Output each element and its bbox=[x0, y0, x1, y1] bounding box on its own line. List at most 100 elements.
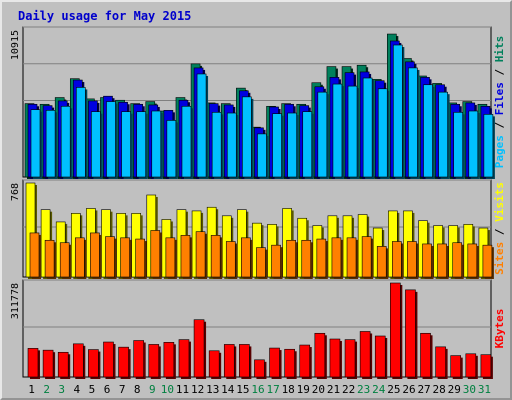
bar-sites bbox=[120, 237, 130, 278]
x-tick-label: 24 bbox=[372, 383, 386, 396]
ylabel-separator: / bbox=[493, 62, 506, 82]
bar-sites bbox=[29, 232, 40, 278]
bar-kbytes bbox=[344, 339, 356, 378]
bar-pages bbox=[347, 85, 358, 178]
bar-kbytes bbox=[359, 331, 371, 378]
bar-kbytes bbox=[254, 359, 265, 378]
bar-sites bbox=[195, 231, 206, 278]
bar-kbytes bbox=[208, 350, 220, 378]
bar-pages bbox=[377, 88, 388, 178]
x-tick-label: 11 bbox=[176, 383, 189, 396]
bar-kbytes bbox=[374, 335, 386, 378]
bar-kbytes bbox=[57, 351, 69, 378]
chart-title: Daily usage for May 2015 bbox=[18, 9, 191, 23]
x-tick-label: 30 bbox=[463, 383, 476, 396]
bar-sites bbox=[165, 237, 176, 278]
bar-sites bbox=[316, 238, 327, 278]
bar-sites bbox=[74, 237, 85, 278]
bar-pages bbox=[287, 112, 297, 178]
bar-sites bbox=[407, 241, 417, 278]
bar-sites bbox=[346, 237, 357, 278]
bar-pages bbox=[408, 67, 418, 178]
bar-pages bbox=[393, 44, 403, 178]
bar-kbytes bbox=[299, 344, 311, 378]
bar-pages bbox=[317, 91, 328, 178]
bar-pages bbox=[91, 111, 101, 178]
panel-kbytes-ylabel: KBytes bbox=[493, 309, 506, 349]
bar-kbytes bbox=[435, 346, 446, 378]
bar-sites bbox=[256, 247, 266, 278]
panel-kbytes-max-label: 311778 bbox=[10, 283, 21, 319]
bar-pages bbox=[226, 112, 237, 178]
bar-pages bbox=[468, 110, 479, 178]
ylabel-part: Files bbox=[493, 82, 506, 115]
bar-sites bbox=[467, 243, 478, 278]
bar-pages bbox=[242, 96, 252, 178]
panel-visits-ylabel: Sites / Visits bbox=[493, 182, 506, 275]
bar-pages bbox=[453, 112, 464, 178]
x-tick-label: 25 bbox=[387, 383, 400, 396]
ylabel-separator: / bbox=[493, 222, 506, 242]
x-tick-label: 21 bbox=[327, 383, 340, 396]
bar-pages bbox=[181, 105, 192, 178]
x-tick-label: 9 bbox=[149, 383, 156, 396]
bar-pages bbox=[106, 101, 116, 178]
bar-kbytes bbox=[42, 349, 54, 378]
bar-sites bbox=[422, 243, 432, 278]
bar-pages bbox=[45, 110, 56, 178]
bar-sites bbox=[225, 241, 236, 278]
ylabel-part: Hits bbox=[493, 36, 506, 63]
bar-pages bbox=[302, 111, 313, 178]
bar-kbytes bbox=[390, 282, 401, 378]
bar-kbytes bbox=[27, 348, 39, 378]
x-tick-label: 28 bbox=[433, 383, 446, 396]
bar-sites bbox=[286, 239, 296, 278]
bar-pages bbox=[211, 112, 222, 178]
bar-kbytes bbox=[118, 346, 129, 378]
panel-hits-ylabel: Pages / Files / Hits bbox=[493, 36, 506, 169]
bar-kbytes bbox=[72, 343, 84, 378]
x-tick-label: 29 bbox=[448, 383, 461, 396]
bar-pages bbox=[121, 111, 131, 178]
x-tick-label: 15 bbox=[236, 383, 249, 396]
bar-sites bbox=[331, 237, 342, 278]
x-tick-label: 20 bbox=[312, 383, 325, 396]
ylabel-separator: / bbox=[493, 115, 506, 135]
bar-kbytes bbox=[133, 340, 144, 378]
bar-pages bbox=[483, 114, 494, 178]
bar-kbytes bbox=[103, 341, 114, 378]
x-tick-label: 22 bbox=[342, 383, 355, 396]
bar-kbytes bbox=[88, 349, 99, 378]
x-tick-label: 1 bbox=[28, 383, 35, 396]
bar-pages bbox=[30, 109, 41, 178]
bar-kbytes bbox=[480, 354, 492, 378]
bar-sites bbox=[44, 239, 55, 278]
bar-kbytes bbox=[148, 344, 160, 378]
x-tick-label: 14 bbox=[221, 383, 235, 396]
x-tick-label: 7 bbox=[119, 383, 126, 396]
bar-kbytes bbox=[284, 348, 295, 378]
bar-kbytes bbox=[223, 344, 235, 378]
bar-pages bbox=[151, 110, 162, 178]
bar-sites bbox=[105, 236, 115, 278]
bar-kbytes bbox=[193, 319, 205, 378]
bar-pages bbox=[166, 120, 177, 178]
bar-pages bbox=[60, 105, 71, 178]
bar-pages bbox=[272, 113, 282, 178]
bar-kbytes bbox=[239, 344, 250, 378]
bar-kbytes bbox=[269, 347, 280, 378]
bar-pages bbox=[136, 111, 146, 178]
x-tick-label: 16 bbox=[251, 383, 264, 396]
bar-pages bbox=[196, 73, 207, 178]
bar-pages bbox=[362, 77, 373, 178]
bar-sites bbox=[135, 238, 145, 278]
bar-kbytes bbox=[163, 342, 175, 378]
x-tick-label: 5 bbox=[89, 383, 96, 396]
bar-sites bbox=[150, 230, 161, 278]
bar-kbytes bbox=[405, 289, 416, 378]
bar-kbytes bbox=[420, 332, 431, 378]
x-tick-label: 10 bbox=[161, 383, 174, 396]
x-tick-label: 23 bbox=[357, 383, 370, 396]
x-tick-label: 12 bbox=[191, 383, 204, 396]
